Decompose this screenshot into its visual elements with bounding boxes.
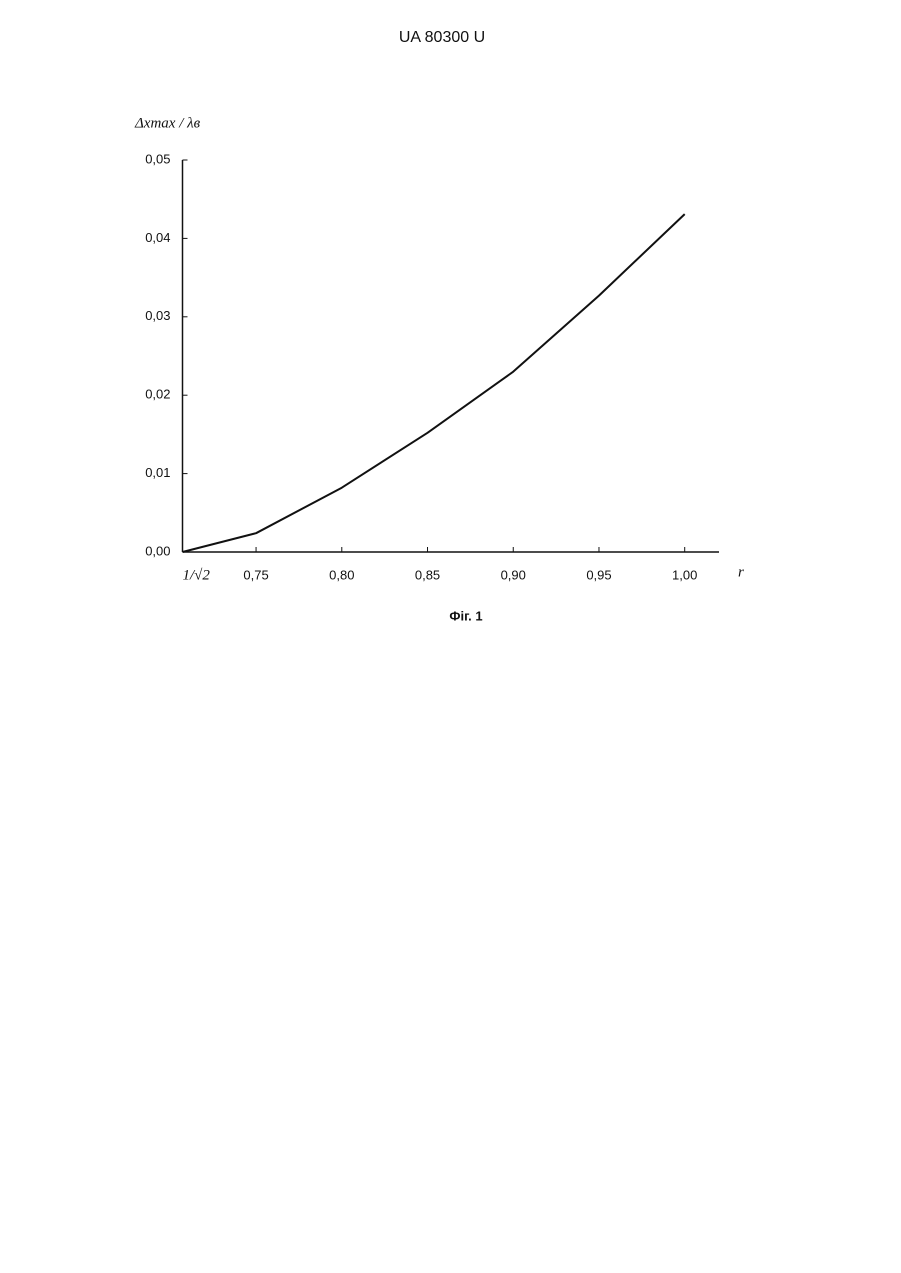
y-tick-label: 0,02 [145, 387, 170, 402]
x-tick-label: 1/√2 [183, 567, 211, 583]
header: UA 80300 U [399, 29, 485, 46]
y-axis-label: Δxmax / λв [134, 115, 201, 131]
x-tick-label: 0,80 [329, 567, 354, 582]
x-tick-label: 0,85 [415, 567, 440, 582]
y-tick-label: 0,04 [145, 230, 170, 245]
y-tick-label: 0,01 [145, 465, 170, 480]
y-tick-label: 0,00 [145, 543, 170, 558]
x-axis-label: r [738, 564, 744, 580]
x-tick-label: 0,90 [501, 567, 526, 582]
y-tick-label: 0,03 [145, 308, 170, 323]
caption: Фіг. 1 [449, 608, 482, 623]
background [0, 0, 901, 1273]
page: UA 80300 U Фіг. 1 Δxmax / λв r 0,00 0,01 0… [0, 0, 901, 1273]
x-tick-label: 0,95 [586, 567, 611, 582]
x-tick-label: 1,00 [672, 567, 697, 582]
y-tick-label: 0,05 [145, 151, 170, 166]
x-tick-label: 0,75 [243, 567, 268, 582]
